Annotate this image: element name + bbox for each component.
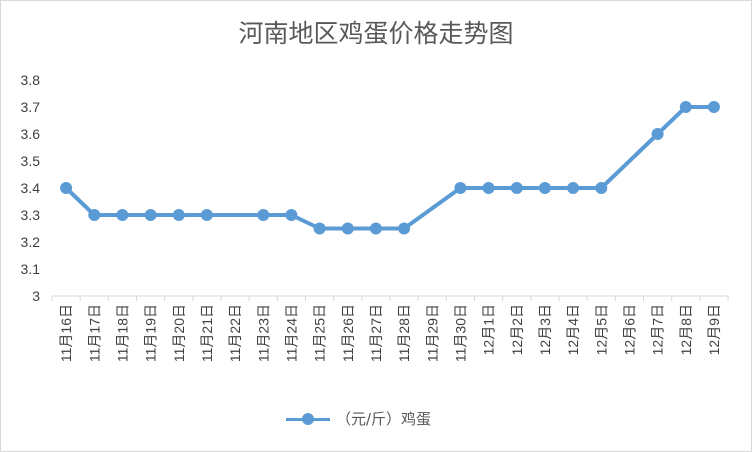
x-tick-label: 12月4日 bbox=[565, 304, 581, 355]
y-tick-label: 3.3 bbox=[21, 207, 41, 223]
x-tick-label: 12月5日 bbox=[593, 304, 609, 355]
data-point bbox=[567, 182, 580, 194]
y-tick-label: 3.7 bbox=[21, 99, 41, 115]
data-point bbox=[285, 209, 298, 221]
data-point bbox=[651, 128, 664, 140]
x-tick-label: 11月17日 bbox=[86, 304, 102, 362]
legend: （元/斤）鸡蛋 bbox=[286, 408, 431, 429]
y-tick-label: 3.4 bbox=[21, 180, 41, 196]
y-tick-label: 3.1 bbox=[21, 261, 41, 277]
chart-title: 河南地区鸡蛋价格走势图 bbox=[238, 19, 514, 48]
x-tick-label: 11月18日 bbox=[114, 304, 130, 362]
y-tick-label: 3.2 bbox=[21, 234, 41, 250]
data-point bbox=[510, 182, 523, 194]
x-tick-label: 12月9日 bbox=[706, 304, 722, 355]
x-tick-label: 11月23日 bbox=[255, 304, 271, 362]
y-tick-label: 3.5 bbox=[21, 153, 41, 169]
legend-label: （元/斤）鸡蛋 bbox=[336, 410, 432, 428]
x-tick-label: 11月20日 bbox=[171, 304, 187, 362]
x-tick-label: 12月2日 bbox=[509, 304, 525, 355]
data-point bbox=[200, 209, 213, 221]
x-tick-label: 11月16日 bbox=[58, 304, 74, 362]
data-point bbox=[60, 182, 73, 194]
x-tick-label: 12月8日 bbox=[678, 304, 694, 355]
x-tick-label: 11月24日 bbox=[283, 304, 299, 362]
legend-dot bbox=[302, 412, 314, 425]
x-tick-label: 11月19日 bbox=[143, 304, 159, 362]
x-tick-label: 12月7日 bbox=[650, 304, 666, 355]
data-point bbox=[707, 101, 720, 113]
data-point bbox=[341, 222, 354, 235]
data-point bbox=[116, 209, 129, 221]
x-tick-label: 11月25日 bbox=[312, 304, 328, 362]
y-tick-label: 3.8 bbox=[21, 72, 41, 88]
data-point bbox=[313, 222, 326, 235]
data-point bbox=[538, 182, 551, 194]
x-tick-label: 11月27日 bbox=[368, 304, 384, 362]
data-point bbox=[257, 209, 270, 221]
data-point bbox=[482, 182, 495, 194]
data-point bbox=[369, 222, 382, 235]
x-tick-label: 11月28日 bbox=[396, 304, 412, 362]
data-point bbox=[172, 209, 185, 221]
y-tick-label: 3.6 bbox=[21, 126, 41, 142]
x-tick-label: 12月1日 bbox=[481, 304, 497, 355]
data-point bbox=[144, 209, 157, 221]
x-tick-label: 11月21日 bbox=[199, 304, 215, 362]
series-line bbox=[64, 105, 716, 231]
x-tick-label: 11月22日 bbox=[227, 304, 243, 362]
legend-swatch bbox=[286, 412, 330, 425]
y-tick-label: 3 bbox=[32, 288, 40, 304]
x-tick-label: 11月30日 bbox=[452, 304, 468, 362]
data-point bbox=[88, 209, 101, 221]
data-point bbox=[398, 222, 411, 235]
x-tick-label: 12月6日 bbox=[621, 304, 637, 355]
data-point bbox=[454, 182, 467, 194]
x-tick-label: 12月3日 bbox=[537, 304, 553, 355]
data-point bbox=[595, 182, 608, 194]
x-tick-label: 11月29日 bbox=[424, 304, 440, 362]
x-tick-label: 11月26日 bbox=[340, 304, 356, 362]
data-point bbox=[679, 101, 692, 113]
